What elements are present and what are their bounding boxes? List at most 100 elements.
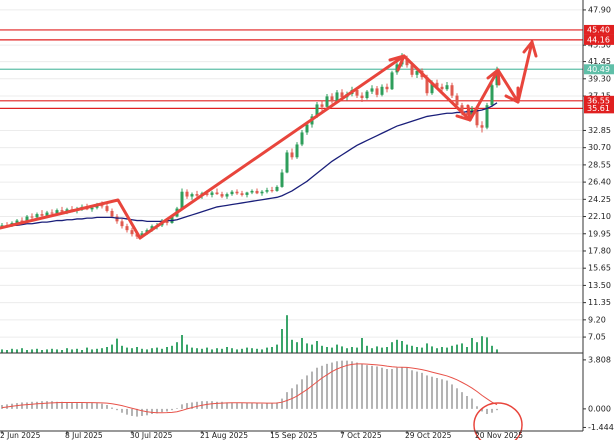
level-label-box — [584, 24, 614, 35]
candle-body — [380, 86, 384, 95]
candle-body — [490, 85, 494, 106]
level-label: 36.55 — [587, 96, 610, 105]
macd-bar — [321, 365, 323, 409]
macd-bar — [116, 408, 118, 411]
candle-body — [40, 214, 44, 216]
x-tick-label: 29 Oct 2025 — [405, 431, 452, 440]
candle-body — [185, 191, 189, 197]
candle-body — [455, 95, 459, 106]
x-tick-label: 30 Jul 2025 — [130, 431, 173, 440]
volume-bar — [316, 341, 318, 353]
volume-bar — [161, 348, 163, 353]
volume-bar — [486, 337, 488, 353]
volume-bar — [181, 335, 183, 353]
candle-body — [325, 96, 329, 107]
volume-bar — [56, 349, 58, 353]
candle-body — [240, 193, 244, 195]
macd-bar — [421, 372, 423, 409]
volume-bar — [166, 347, 168, 353]
macd-bar — [36, 401, 38, 409]
candle-body — [335, 92, 339, 102]
candle-body — [340, 92, 344, 98]
candle-body — [220, 194, 224, 197]
volume-bar — [116, 338, 118, 353]
candle-body — [365, 91, 369, 99]
volume-bar — [16, 349, 18, 353]
y-tick-label: 7.05 — [588, 333, 606, 342]
volume-bar — [391, 342, 393, 353]
y-tick-label: 0.000 — [588, 404, 611, 413]
candle-body — [245, 192, 249, 195]
candle-body — [495, 71, 499, 86]
macd-bar — [351, 361, 353, 409]
macd-bar — [441, 379, 443, 409]
volume-bar — [126, 347, 128, 353]
macd-bar — [96, 403, 98, 409]
candle-body — [255, 190, 259, 194]
macd-bar — [381, 367, 383, 409]
candle-body — [100, 205, 104, 207]
candle-body — [460, 105, 464, 114]
volume-bar — [281, 329, 283, 353]
volume-bar — [186, 344, 188, 353]
volume-bar — [241, 348, 243, 353]
macd-bar — [366, 365, 368, 409]
trend-line — [0, 198, 142, 240]
macd-bar — [171, 408, 173, 411]
volume-bar — [51, 348, 53, 353]
macd-bar — [46, 401, 48, 409]
candle-body — [270, 190, 274, 192]
macd-bar — [111, 407, 113, 409]
macd-bar — [221, 401, 223, 409]
candle-body — [295, 144, 299, 158]
candle-body — [250, 190, 254, 193]
macd-bar — [481, 408, 483, 412]
macd-bar — [456, 388, 458, 409]
y-tick-label: 24.25 — [588, 195, 611, 204]
candle-body — [15, 220, 19, 223]
volume-bar — [466, 347, 468, 353]
macd-bar — [181, 404, 183, 409]
volume-bar — [26, 350, 28, 353]
macd-bar — [376, 366, 378, 409]
volume-bar — [86, 347, 88, 353]
volume-bar — [336, 344, 338, 353]
macd-bar — [496, 408, 498, 411]
grid — [0, 9, 583, 338]
macd-bar — [136, 408, 138, 417]
macd-bar — [206, 401, 208, 409]
x-tick-label: 15 Sep 2025 — [270, 431, 318, 440]
candle-body — [260, 191, 264, 194]
candle-body — [360, 95, 364, 99]
macd-bar — [76, 403, 78, 409]
volume-bar — [61, 350, 63, 353]
volume-bar — [311, 344, 313, 353]
y-tick-label: 30.70 — [588, 143, 611, 152]
macd-bar — [371, 365, 373, 409]
volume-bar — [386, 347, 388, 353]
macd-bar — [61, 401, 63, 409]
y-tick-label: 13.50 — [588, 281, 611, 290]
candle-body — [90, 207, 94, 210]
volume-bar — [296, 342, 298, 353]
candle-body — [300, 132, 304, 145]
macd-bar — [486, 408, 488, 415]
volume-bar — [216, 348, 218, 353]
macd-bar — [66, 402, 68, 409]
volume-bar — [106, 347, 108, 353]
volume-bar — [401, 341, 403, 353]
volume-bar — [346, 348, 348, 353]
y-tick-label: 11.35 — [588, 298, 611, 307]
macd-bar — [186, 403, 188, 409]
volume-bar — [421, 347, 423, 353]
volume-bar — [81, 350, 83, 353]
volume-bar — [246, 347, 248, 353]
macd-bar — [336, 361, 338, 409]
volume-bar — [416, 347, 418, 353]
macd-bar — [411, 370, 413, 409]
candle-body — [395, 64, 399, 73]
volume-bar — [341, 346, 343, 353]
volume-bar — [491, 345, 493, 353]
macd-bar — [346, 360, 348, 409]
candle-body — [290, 152, 294, 158]
